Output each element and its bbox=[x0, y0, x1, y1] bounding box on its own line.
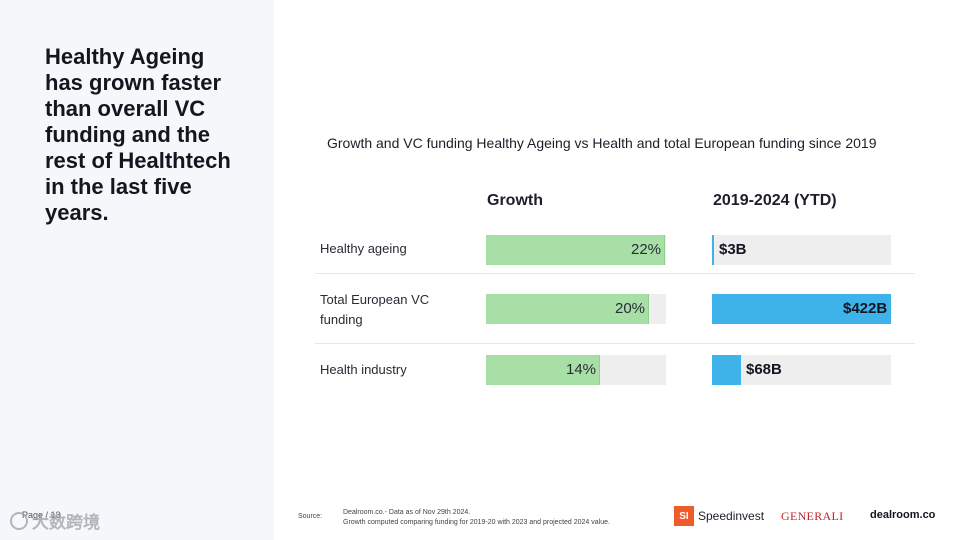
page-number: Page / 13 bbox=[22, 510, 61, 520]
chart-title: Growth and VC funding Healthy Ageing vs … bbox=[327, 135, 877, 151]
source-line-2: Growth computed comparing funding for 20… bbox=[343, 519, 610, 526]
watermark-icon bbox=[10, 511, 28, 530]
source-label: Source: bbox=[298, 513, 323, 520]
headline: Healthy Ageing has grown faster than ove… bbox=[45, 44, 231, 225]
row-label-healthy-ageing: Healthy ageing bbox=[320, 241, 407, 256]
growth-label: 20% bbox=[615, 300, 646, 317]
growth-track: 20% bbox=[486, 294, 666, 324]
left-panel: Healthy Ageing has grown faster than ove… bbox=[0, 0, 274, 540]
funding-track: $3B bbox=[712, 235, 891, 265]
source-line-1: Dealroom.co.- Data as of Nov 29th 2024. bbox=[343, 509, 471, 516]
growth-label: 14% bbox=[566, 361, 597, 378]
watermark: 大数跨境 bbox=[10, 508, 100, 533]
growth-bar bbox=[486, 355, 600, 385]
column-header-growth: Growth bbox=[487, 192, 543, 209]
growth-track: 14% bbox=[486, 355, 666, 385]
row-label-total-european: Total European VC funding bbox=[320, 292, 430, 327]
generali-logo: GENERALI bbox=[781, 509, 844, 523]
speedinvest-logo: SI Speedinvest bbox=[674, 506, 764, 526]
speedinvest-wordmark: Speedinvest bbox=[698, 509, 765, 523]
row-divider bbox=[315, 343, 915, 344]
watermark-text: 大数跨境 bbox=[32, 513, 100, 532]
growth-label: 22% bbox=[631, 241, 662, 258]
dealroom-logo: dealroom.co bbox=[870, 509, 936, 521]
funding-label: $422B bbox=[843, 300, 888, 317]
funding-bar bbox=[712, 235, 714, 265]
column-header-funding: 2019-2024 (YTD) bbox=[713, 192, 837, 209]
funding-bar bbox=[712, 355, 741, 385]
funding-track: $68B bbox=[712, 355, 891, 385]
speedinvest-logo-icon: SI bbox=[674, 506, 694, 526]
growth-track: 22% bbox=[486, 235, 666, 265]
source-note: Dealroom.co.- Data as of Nov 29th 2024. … bbox=[343, 508, 610, 528]
funding-track: $422B bbox=[712, 294, 891, 324]
funding-bar bbox=[712, 294, 891, 324]
funding-label: $3B bbox=[719, 241, 747, 258]
row-divider bbox=[315, 273, 915, 274]
growth-bar bbox=[486, 235, 665, 265]
row-label-health-industry: Health industry bbox=[320, 362, 407, 377]
growth-bar bbox=[486, 294, 649, 324]
funding-label: $68B bbox=[746, 361, 782, 378]
